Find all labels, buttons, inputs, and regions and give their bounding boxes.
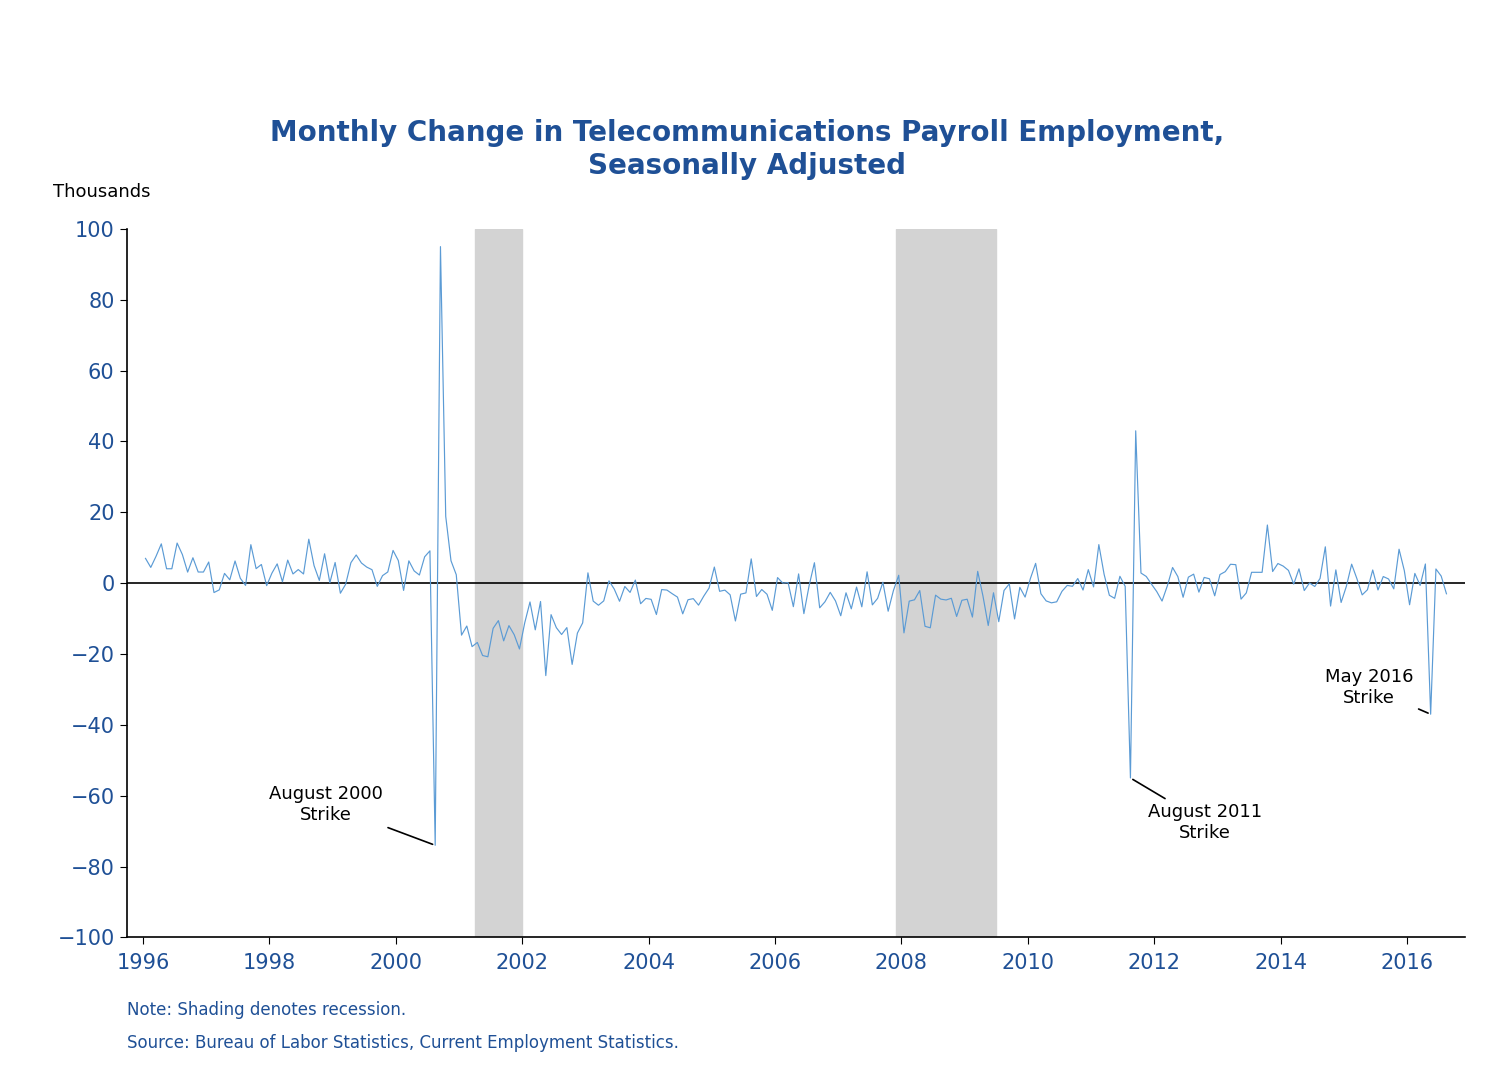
Text: August 2011
Strike: August 2011 Strike	[1133, 779, 1262, 841]
Text: Source: Bureau of Labor Statistics, Current Employment Statistics.: Source: Bureau of Labor Statistics, Curr…	[127, 1033, 679, 1052]
Text: May 2016
Strike: May 2016 Strike	[1325, 668, 1428, 713]
Text: Monthly Change in Telecommunications Payroll Employment,
Seasonally Adjusted: Monthly Change in Telecommunications Pay…	[271, 120, 1224, 180]
Text: Thousands: Thousands	[54, 182, 151, 201]
Bar	[475, 229, 522, 937]
Text: August 2000
Strike: August 2000 Strike	[269, 785, 432, 845]
Bar	[897, 229, 996, 937]
Text: Note: Shading denotes recession.: Note: Shading denotes recession.	[127, 1001, 407, 1019]
